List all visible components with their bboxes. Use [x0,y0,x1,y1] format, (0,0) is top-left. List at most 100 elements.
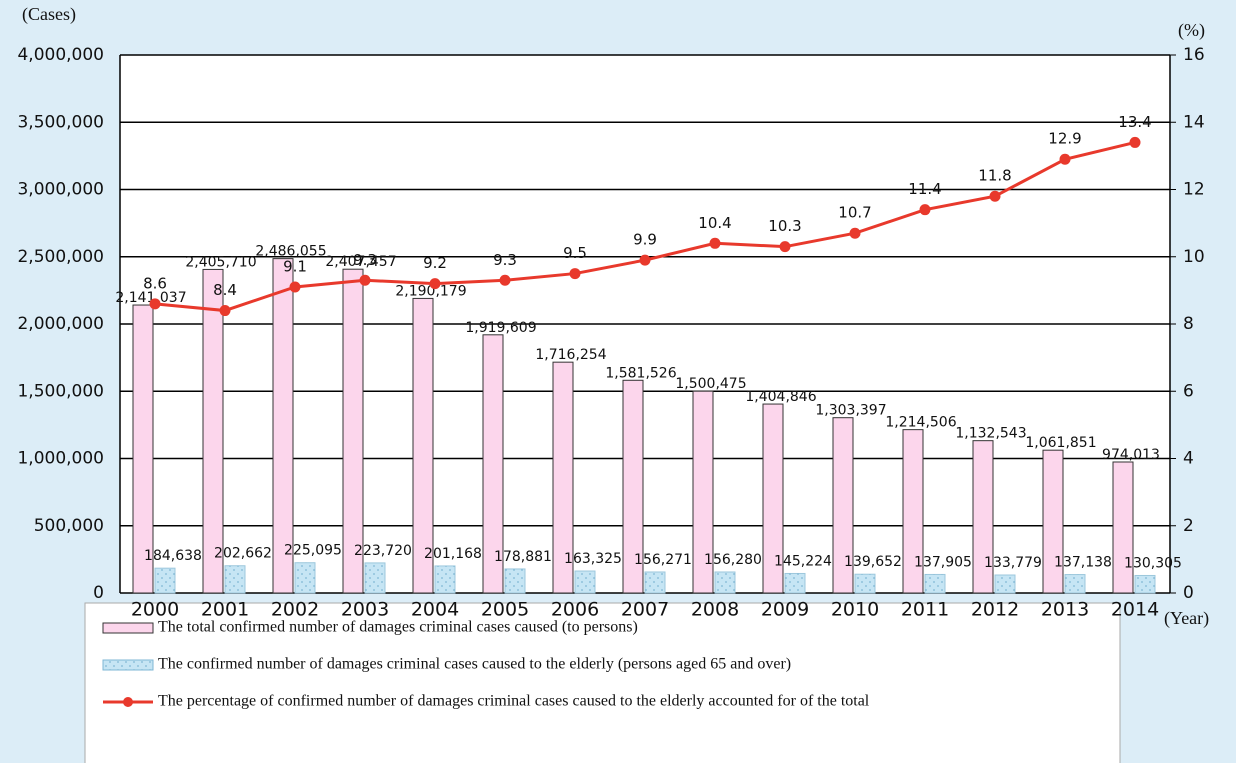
data-label: 10.7 [838,204,871,222]
bar-pattern [925,574,945,593]
y2-tick-label: 0 [1183,583,1194,603]
y-tick-label: 1,000,000 [17,449,104,469]
line-marker [569,268,581,280]
bar-pattern [225,565,245,593]
bar [972,440,994,594]
bar-pattern [155,568,175,593]
data-label: 2,190,179 [395,283,466,299]
x-tick-label: 2002 [271,599,319,621]
x-tick-label: 2010 [831,599,879,621]
bar [1042,449,1064,594]
x-tick-label: 2006 [551,599,599,621]
bar-pattern [505,568,525,593]
x-tick-label: 2011 [901,599,949,621]
line-marker [359,274,371,286]
x-tick-label: 2000 [131,599,179,621]
y2-tick-label: 8 [1183,314,1194,334]
line-marker [709,237,721,249]
data-label: 9.5 [563,244,587,262]
y-tick-label: 3,500,000 [17,112,104,132]
data-label: 8.6 [143,274,167,292]
data-label: 10.4 [698,214,731,232]
line-marker [1129,136,1141,148]
legend-label: The confirmed number of damages criminal… [158,656,791,673]
line-marker [919,204,931,216]
bar [832,417,854,594]
bar [202,268,224,594]
x-tick-label: 2008 [691,599,739,621]
bar-pattern [855,574,875,593]
data-label: 1,214,506 [885,415,956,431]
data-label: 163,325 [564,551,622,567]
bar-pattern [645,571,665,593]
y2-tick-label: 4 [1183,449,1194,469]
data-label: 11.4 [908,180,941,198]
data-label: 1,919,609 [465,320,536,336]
data-label: 130,305 [1124,555,1182,571]
data-label: 2,405,710 [185,254,256,270]
data-label: 9.2 [423,254,447,272]
line-marker [149,298,161,310]
data-label: 184,638 [144,548,202,564]
legend-swatch-pattern [103,660,153,670]
x-tick-label: 2014 [1111,599,1159,621]
bar [342,268,364,594]
data-label: 9.9 [633,231,657,249]
x-tick-label: 2013 [1041,599,1089,621]
bar-pattern [1065,574,1085,593]
x-tick-label: 2005 [481,599,529,621]
bar-pattern [785,573,805,593]
y-tick-label: 1,500,000 [17,381,104,401]
data-label: 1,581,526 [605,365,676,381]
data-label: 156,280 [704,552,762,568]
data-label: 223,720 [354,543,412,559]
line-marker [429,278,441,290]
data-label: 9.3 [353,251,377,269]
data-label: 1,303,397 [815,403,886,419]
data-label: 202,662 [214,546,272,562]
legend-label: The percentage of confirmed number of da… [158,693,870,710]
bar-pattern [575,571,595,593]
bar [1112,461,1134,594]
line-marker [779,241,791,253]
x-tick-label: 2012 [971,599,1019,621]
y-axis-label: (Cases) [22,4,76,25]
x-tick-label: 2001 [201,599,249,621]
x-tick-label: 2009 [761,599,809,621]
data-label: 12.9 [1048,130,1081,148]
data-label: 2,141,037 [115,290,186,306]
line-marker [989,190,1001,202]
y2-tick-label: 10 [1183,247,1205,267]
line-marker [219,305,231,317]
y2-axis-label: (%) [1178,20,1205,41]
y-tick-label: 0 [93,583,104,603]
y2-tick-label: 2 [1183,516,1194,536]
bar [552,361,574,594]
y-tick-label: 2,500,000 [17,247,104,267]
line-marker [499,274,511,286]
bar [132,304,154,594]
data-label: 11.8 [978,167,1011,185]
y2-tick-label: 12 [1183,180,1205,200]
y-tick-label: 3,000,000 [17,180,104,200]
data-label: 9.3 [493,251,517,269]
x-tick-label: 2004 [411,599,459,621]
data-label: 2,486,055 [255,244,326,260]
data-label: 145,224 [774,553,832,569]
data-label: 8.4 [213,281,237,299]
bar [622,379,644,594]
bar [272,258,294,594]
data-label: 156,271 [634,552,692,568]
data-label: 178,881 [494,549,552,565]
y2-tick-label: 14 [1183,112,1205,132]
data-label: 1,061,851 [1025,435,1096,451]
y-tick-label: 500,000 [34,516,104,536]
line-marker [849,227,861,239]
bar [692,390,714,594]
bar-pattern [1135,575,1155,593]
y2-tick-label: 16 [1183,45,1205,65]
data-label: 1,500,475 [675,376,746,392]
legend [84,602,1121,763]
data-label: 9.1 [283,258,307,276]
